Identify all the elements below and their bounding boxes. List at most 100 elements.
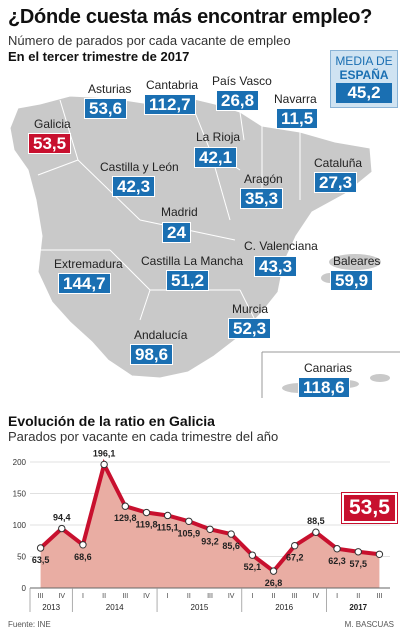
x-tick-label: I xyxy=(167,593,169,600)
data-label: 26,8 xyxy=(265,578,283,588)
spain-average-label-2: ESPAÑA xyxy=(339,68,389,82)
region-value-cataluna: 27,3 xyxy=(314,172,358,193)
y-tick-label: 150 xyxy=(13,490,27,499)
data-label: 129,8 xyxy=(114,513,137,523)
data-point xyxy=(100,460,108,469)
spain-average-value: 45,2 xyxy=(336,83,392,103)
region-value-baleares: 59,9 xyxy=(330,270,374,291)
data-label: 119,8 xyxy=(135,520,157,530)
region-label-asturias: Asturias xyxy=(88,82,132,96)
region-label-navarra: Navarra xyxy=(274,92,317,106)
year-label: 2013 xyxy=(42,603,60,612)
data-label: 105,9 xyxy=(178,528,201,538)
source-label: Fuente: INE xyxy=(8,620,51,629)
region-label-murcia: Murcia xyxy=(232,302,269,316)
data-label: 62,3 xyxy=(328,556,346,566)
data-point xyxy=(36,544,45,552)
data-label: 196,1 xyxy=(93,448,116,458)
region-label-canarias: Canarias xyxy=(304,361,353,375)
data-label: 85,6 xyxy=(222,541,240,551)
region-label-c-valenciana: C. Valenciana xyxy=(244,239,318,253)
data-point xyxy=(142,508,151,517)
x-tick-label: III xyxy=(292,593,298,600)
region-value-canarias: 118,6 xyxy=(298,377,350,398)
data-label: 115,1 xyxy=(157,522,179,532)
region-value-extremadura: 144,7 xyxy=(58,273,111,294)
region-label-galicia: Galicia xyxy=(34,117,71,131)
region-value-pais-vasco: 26,8 xyxy=(216,90,260,111)
region-label-madrid: Madrid xyxy=(161,205,198,219)
y-tick-label: 50 xyxy=(17,553,26,562)
data-point xyxy=(185,517,193,525)
year-label: 2016 xyxy=(275,603,293,612)
x-tick-label: II xyxy=(102,593,106,600)
y-tick-label: 0 xyxy=(22,584,27,593)
data-point xyxy=(375,550,384,558)
canarias-inset xyxy=(261,351,400,398)
data-point xyxy=(312,528,320,536)
region-label-baleares: Baleares xyxy=(333,254,381,268)
chart-title: Evolución de la ratio en Galicia xyxy=(8,413,215,429)
x-tick-label: I xyxy=(82,593,84,600)
series-area xyxy=(40,464,380,588)
data-point xyxy=(58,524,66,533)
x-tick-label: I xyxy=(336,593,338,600)
highlight-value: 53,5 xyxy=(341,492,398,524)
x-tick-label: II xyxy=(356,593,360,600)
region-value-la-rioja: 42,1 xyxy=(194,147,238,168)
region-value-castilla-leon: 42,3 xyxy=(112,176,156,197)
peninsula-shape xyxy=(9,95,373,379)
y-tick-label: 100 xyxy=(13,521,27,530)
data-label: 93,2 xyxy=(201,536,219,546)
year-label: 2017 xyxy=(349,603,367,612)
region-label-castilla-leon: Castilla y León xyxy=(100,160,179,174)
period-label: En el tercer trimestre de 2017 xyxy=(8,49,190,64)
data-point xyxy=(79,541,87,549)
region-value-navarra: 11,5 xyxy=(276,108,319,129)
canarias-shape-3 xyxy=(370,374,390,382)
x-tick-label: IV xyxy=(58,593,65,600)
region-label-cataluna: Cataluña xyxy=(314,156,363,170)
page-title: ¿Dónde cuesta más encontrar empleo? xyxy=(8,6,373,28)
region-label-aragon: Aragón xyxy=(244,172,283,186)
region-label-la-rioja: La Rioja xyxy=(196,130,241,144)
region-value-castilla-la-mancha: 51,2 xyxy=(166,270,210,291)
region-value-c-valenciana: 43,3 xyxy=(254,256,298,277)
region-label-cantabria: Cantabria xyxy=(146,78,199,92)
data-label: 94,4 xyxy=(53,513,71,523)
region-value-cantabria: 112,7 xyxy=(144,94,196,115)
data-point xyxy=(121,502,129,510)
x-tick-label: III xyxy=(376,593,382,600)
spain-average-box: MEDIA DE ESPAÑA 45,2 xyxy=(330,50,398,108)
data-point xyxy=(227,530,235,538)
region-value-galicia: 53,5 xyxy=(28,133,72,154)
x-tick-label: II xyxy=(272,593,276,600)
data-point xyxy=(163,511,172,520)
page-subtitle: Número de parados por cada vacante de em… xyxy=(8,33,291,48)
region-label-extremadura: Extremadura xyxy=(54,257,123,271)
x-tick-label: III xyxy=(38,593,44,600)
year-label: 2015 xyxy=(191,603,209,612)
x-tick-label: IV xyxy=(313,593,320,600)
data-label: 57,5 xyxy=(349,559,367,569)
x-tick-label: III xyxy=(207,593,213,600)
author-label: M. BASCUAS xyxy=(344,620,394,629)
data-label: 88,5 xyxy=(307,516,325,526)
x-tick-label: I xyxy=(251,593,253,600)
data-label: 67,2 xyxy=(286,553,304,563)
x-tick-label: III xyxy=(122,593,128,600)
data-point xyxy=(291,541,299,550)
region-label-andalucia: Andalucía xyxy=(134,328,188,342)
data-point xyxy=(333,545,341,553)
data-point xyxy=(354,548,362,556)
region-value-madrid: 24 xyxy=(162,222,191,243)
year-label: 2014 xyxy=(106,603,124,612)
region-value-aragon: 35,3 xyxy=(240,188,284,209)
spain-average-label-1: MEDIA DE xyxy=(335,54,393,68)
data-label: 63,5 xyxy=(32,555,50,565)
y-tick-label: 200 xyxy=(13,458,27,467)
region-label-castilla-la-mancha: Castilla La Mancha xyxy=(141,254,244,268)
data-point xyxy=(248,551,257,559)
data-label: 52,1 xyxy=(244,562,262,572)
baleares-shape xyxy=(329,254,381,270)
